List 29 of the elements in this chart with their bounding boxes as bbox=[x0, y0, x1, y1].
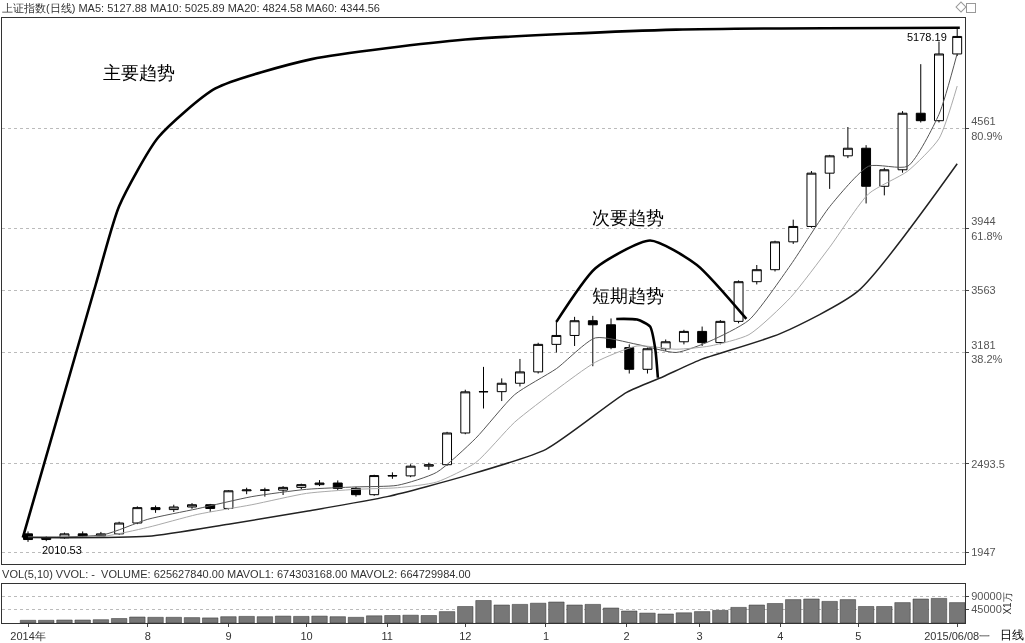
y-tick-label: 4561 80.9% bbox=[971, 115, 1003, 142]
x-tick-label: 2014年 bbox=[10, 630, 46, 643]
x-tick-label: 12 bbox=[459, 630, 472, 643]
x-tick-label: 11 bbox=[381, 630, 393, 643]
x-tick-label: 1 bbox=[542, 630, 550, 643]
x-tick-label: 8 bbox=[144, 630, 151, 643]
x-tick-label: 9 bbox=[225, 630, 232, 643]
x-tick-label: 10 bbox=[300, 630, 313, 643]
x-tick-label: 5 bbox=[855, 630, 862, 643]
y-tick-label: 90000 bbox=[971, 589, 1002, 602]
annotation: 主要趋势 bbox=[103, 63, 175, 83]
annotation: 短期趋势 bbox=[592, 286, 664, 306]
annotation: 次要趋势 bbox=[592, 208, 664, 228]
x-tick-label: 2015/06/08一 bbox=[924, 630, 991, 643]
text: 日线 bbox=[1000, 628, 1024, 642]
y-tick-label: 3944 61.8% bbox=[971, 215, 1003, 242]
x-tick-label: 4 bbox=[777, 630, 784, 643]
y-axis-title: X1万 bbox=[1001, 592, 1013, 615]
annotation: 5178.19 bbox=[907, 31, 947, 43]
chart-title: 上证指数(日线) MA5: 5127.88 MA10: 5025.89 MA20: 4824.58 MA60: 4344.56 bbox=[2, 1, 380, 14]
y-tick-label: 2493.5 bbox=[971, 457, 1005, 470]
y-tick-label: 3181 38.2% bbox=[971, 339, 1003, 366]
y-tick-label: 45000 bbox=[971, 603, 1002, 616]
y-tick-label: 3563 bbox=[971, 284, 996, 297]
annotation: 2010.53 bbox=[42, 544, 82, 556]
x-tick-label: 3 bbox=[696, 630, 703, 643]
x-tick-label: 2 bbox=[623, 630, 630, 643]
y-tick-label: 1947 bbox=[971, 546, 996, 559]
chart-title: VOL(5,10) VVOL: - VOLUME: 625627840.00 MAVOL1: 674303168.00 MAVOL2: 664729984.00 bbox=[2, 567, 471, 580]
